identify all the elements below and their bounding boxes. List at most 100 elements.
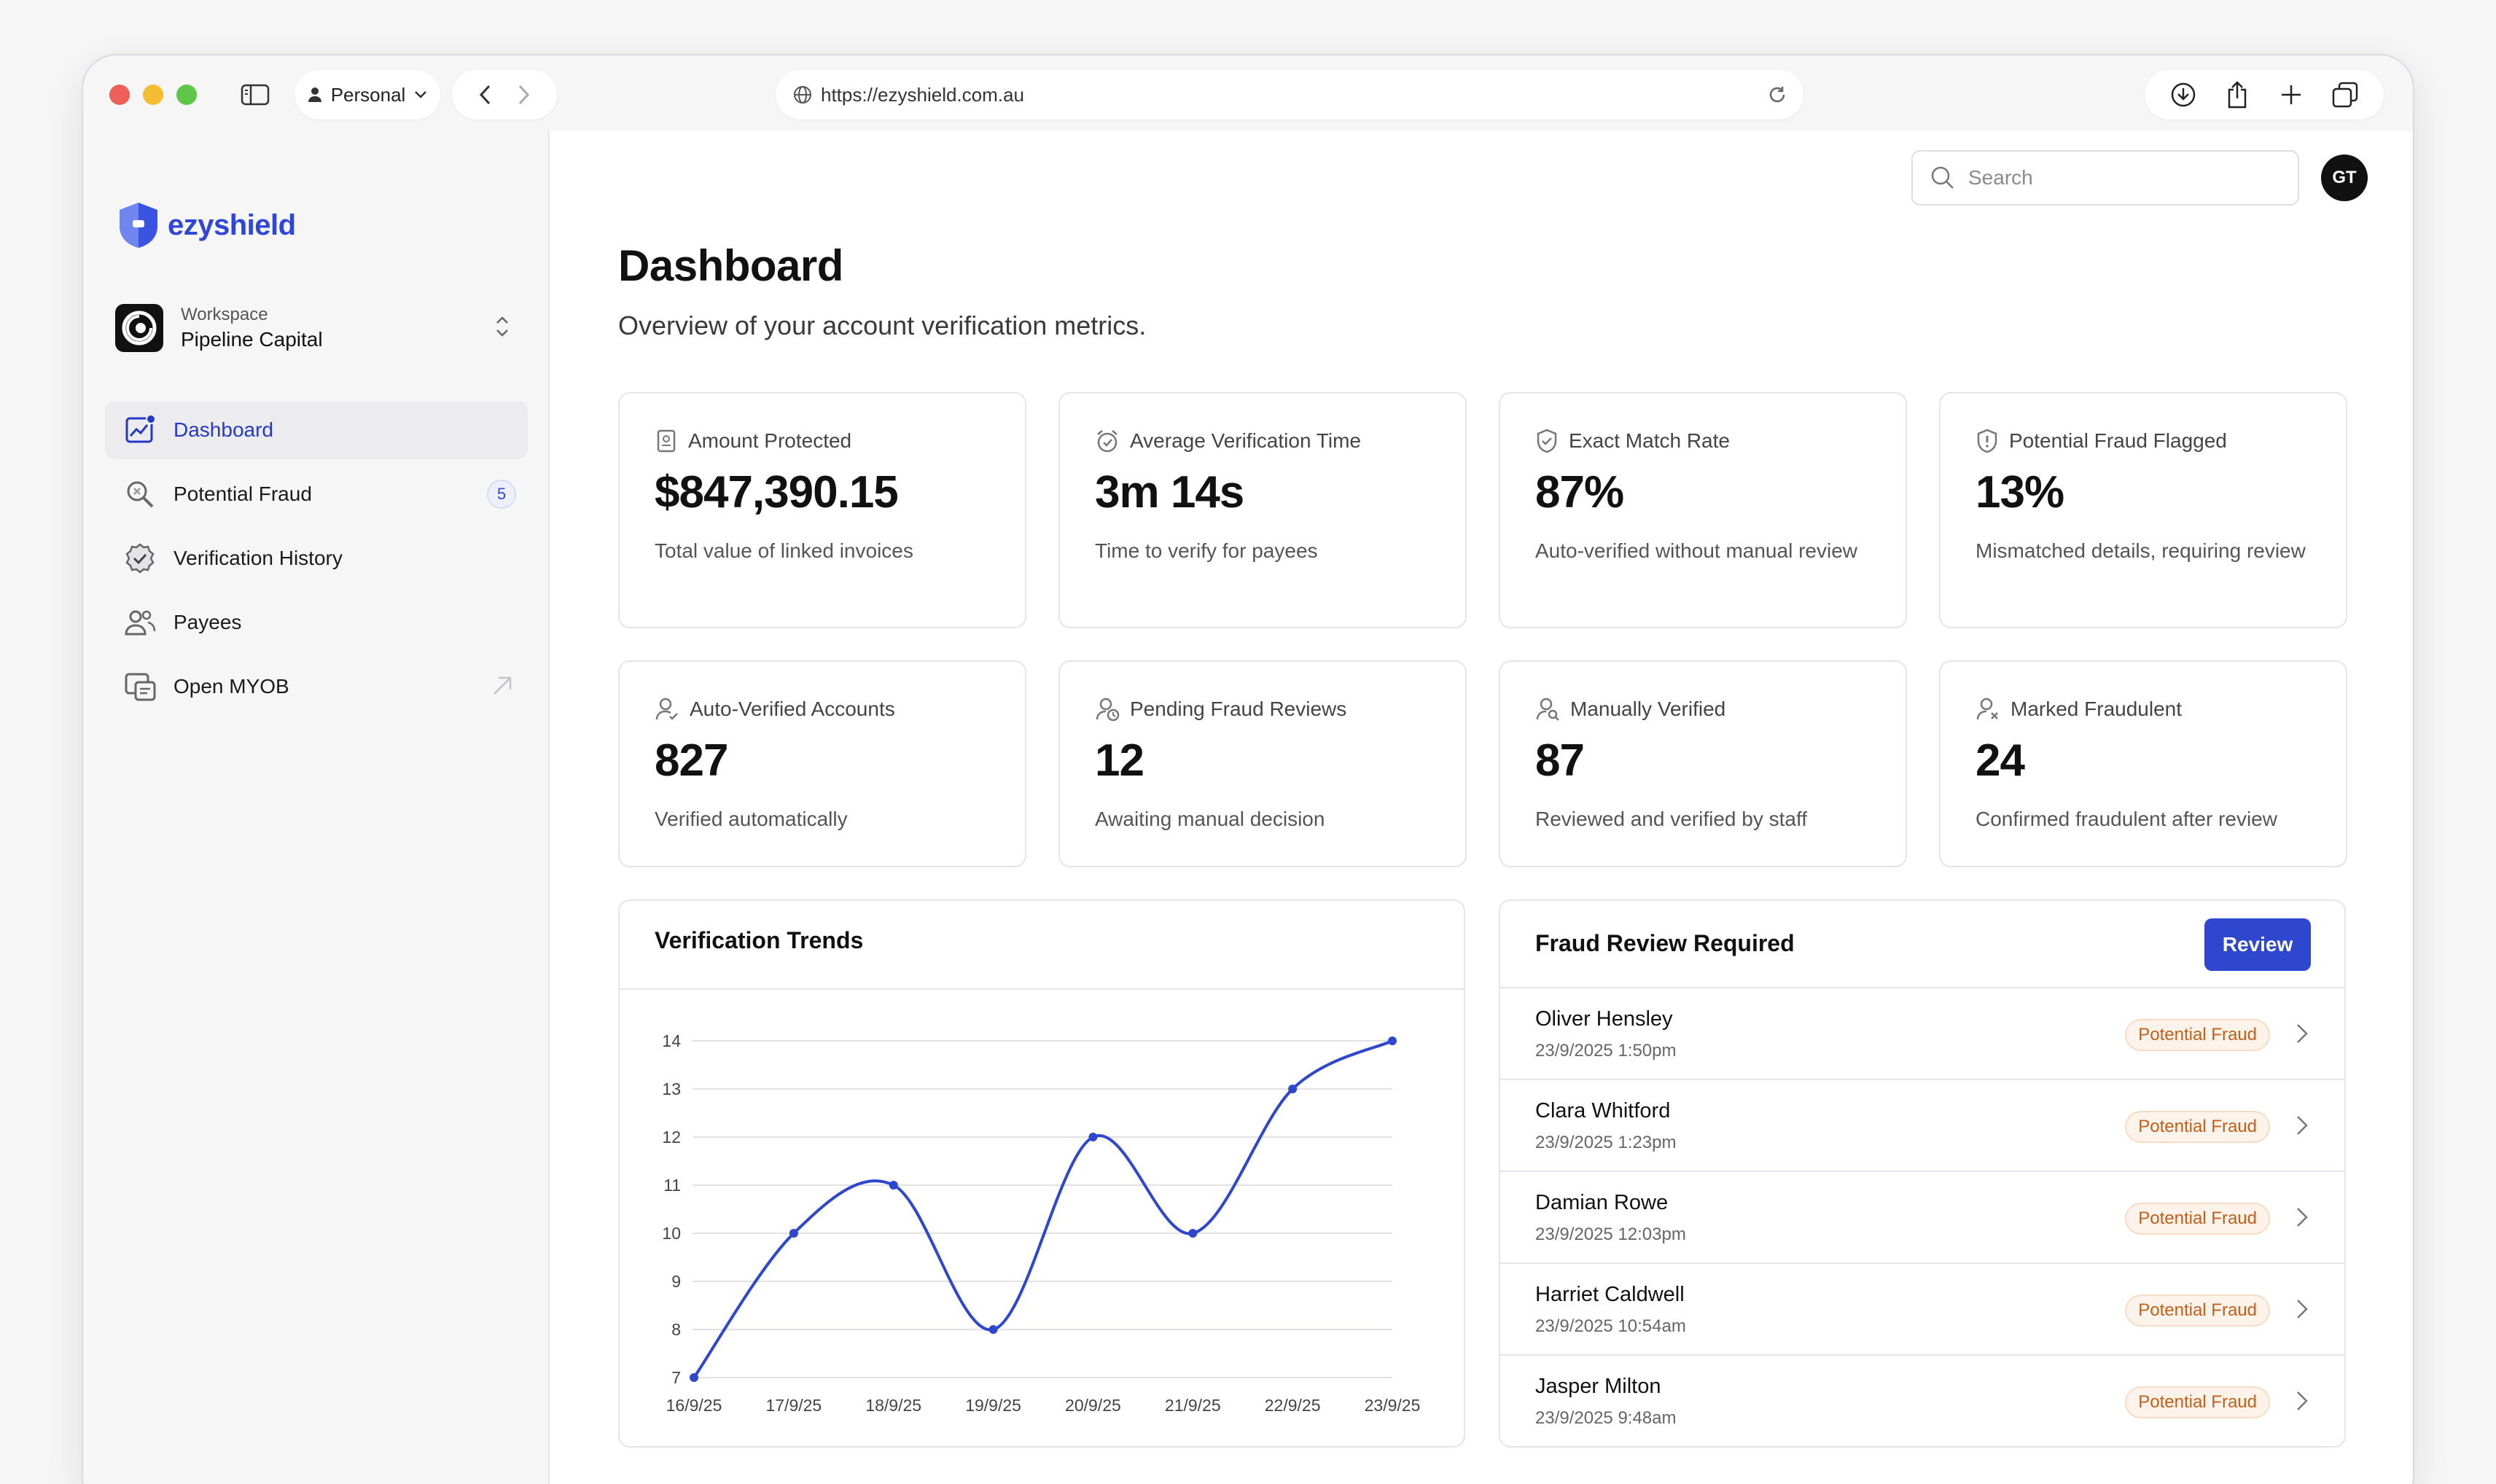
alarm-clock-icon xyxy=(1097,430,1118,453)
stat-label: Marked Fraudulent xyxy=(2011,698,2183,720)
stat-card-manually-verified: Manually Verified 87 Reviewed and verifi… xyxy=(1499,660,1907,867)
stat-description: Confirmed fraudulent after review xyxy=(1976,808,2277,830)
series-line xyxy=(693,1039,1393,1379)
search-field[interactable] xyxy=(1911,150,2299,206)
review-button[interactable]: Review xyxy=(2204,918,2311,971)
chevron-right-icon xyxy=(2297,1208,2308,1227)
data-point xyxy=(690,1373,698,1382)
stat-value: 87% xyxy=(1535,467,1624,518)
sidebar-toggle-button[interactable] xyxy=(226,70,284,120)
data-point xyxy=(1088,1133,1098,1141)
stat-card-pending-fraud-reviews: Pending Fraud Reviews 12 Awaiting manual… xyxy=(1058,660,1467,867)
downloads-icon[interactable] xyxy=(2156,70,2210,120)
sidebar-item-label: Potential Fraud xyxy=(173,483,312,505)
status-badge: Potential Fraud xyxy=(2125,1386,2270,1418)
tab-overview-icon[interactable] xyxy=(2318,70,2372,120)
minimize-window-button[interactable] xyxy=(143,85,163,105)
stat-label: Potential Fraud Flagged xyxy=(2009,429,2227,452)
workspace-name: Pipeline Capital xyxy=(181,328,323,351)
user-x-icon xyxy=(1976,698,1998,720)
chevron-right-icon xyxy=(2297,1300,2308,1319)
x-tick-label: 16/9/25 xyxy=(666,1396,722,1415)
verified-badge-icon xyxy=(122,541,157,576)
close-window-button[interactable] xyxy=(109,85,130,105)
data-point xyxy=(1188,1229,1198,1238)
stat-value: 3m 14s xyxy=(1095,467,1244,518)
search-icon xyxy=(1931,166,1954,189)
y-tick-label: 10 xyxy=(662,1224,681,1243)
search-input[interactable] xyxy=(1968,166,2274,190)
review-timestamp: 23/9/2025 9:48am xyxy=(1535,1408,1677,1428)
y-tick-label: 11 xyxy=(663,1176,681,1195)
workspace-switcher[interactable]: Workspace Pipeline Capital xyxy=(115,299,523,357)
stat-card-marked-fraudulent: Marked Fraudulent 24 Confirmed fraudulen… xyxy=(1939,660,2347,867)
brand-logo[interactable]: ezyshield xyxy=(117,201,296,249)
data-point xyxy=(889,1181,898,1190)
stat-description: Auto-verified without manual review xyxy=(1535,539,1857,562)
fraud-review-row[interactable]: Damian Rowe 23/9/2025 12:03pm Potential … xyxy=(1500,1171,2344,1262)
sidebar-item-potential-fraud[interactable]: Potential Fraud 5 xyxy=(105,465,528,523)
forward-arrow-icon[interactable] xyxy=(518,84,531,106)
x-tick-label: 21/9/25 xyxy=(1165,1396,1221,1415)
fraud-review-row[interactable]: Jasper Milton 23/9/2025 9:48am Potential… xyxy=(1500,1354,2344,1446)
stat-card-exact-match-rate: Exact Match Rate 87% Auto-verified witho… xyxy=(1499,392,1907,628)
y-tick-label: 9 xyxy=(671,1272,681,1291)
status-badge: Potential Fraud xyxy=(2125,1111,2270,1143)
data-point xyxy=(789,1229,798,1238)
address-bar[interactable]: https://ezyshield.com.au xyxy=(776,70,1803,120)
user-pending-icon xyxy=(1096,698,1120,722)
history-nav xyxy=(452,70,557,120)
stat-label: Pending Fraud Reviews xyxy=(1130,698,1347,720)
receipt-icon xyxy=(657,429,676,453)
fraud-review-row[interactable]: Clara Whitford 23/9/2025 1:23pm Potentia… xyxy=(1500,1079,2344,1171)
stat-label: Amount Protected xyxy=(688,429,852,452)
back-arrow-icon[interactable] xyxy=(478,84,491,106)
x-tick-label: 18/9/25 xyxy=(865,1396,921,1415)
sidebar-item-open-myob[interactable]: Open MYOB xyxy=(105,657,528,716)
x-tick-label: 19/9/25 xyxy=(965,1396,1021,1415)
review-timestamp: 23/9/2025 1:50pm xyxy=(1535,1041,1677,1061)
sidebar-nav: Dashboard Potential Fraud 5 Verification… xyxy=(105,401,528,722)
users-icon xyxy=(122,605,157,640)
review-timestamp: 23/9/2025 10:54am xyxy=(1535,1316,1686,1336)
stat-description: Awaiting manual decision xyxy=(1095,808,1325,830)
x-tick-label: 20/9/25 xyxy=(1065,1396,1121,1415)
sidebar-item-dashboard[interactable]: Dashboard xyxy=(105,401,528,459)
x-tick-label: 23/9/25 xyxy=(1365,1396,1421,1415)
status-badge: Potential Fraud xyxy=(2125,1019,2270,1051)
user-avatar[interactable]: GT xyxy=(2321,155,2368,201)
chevron-right-icon xyxy=(2297,1024,2308,1043)
stat-card-auto-verified-accounts: Auto-Verified Accounts 827 Verified auto… xyxy=(618,660,1026,867)
stat-card-potential-fraud-flagged: Potential Fraud Flagged 13% Mismatched d… xyxy=(1939,392,2347,628)
page-title: Dashboard xyxy=(618,241,843,290)
stat-description: Time to verify for payees xyxy=(1095,539,1318,562)
fraud-review-list: Oliver Hensley 23/9/2025 1:50pm Potentia… xyxy=(1500,987,2344,1446)
reload-icon[interactable] xyxy=(1767,85,1787,105)
new-tab-icon[interactable] xyxy=(2264,70,2318,120)
zoom-window-button[interactable] xyxy=(176,85,197,105)
data-point xyxy=(1388,1036,1397,1045)
y-tick-label: 8 xyxy=(671,1320,681,1339)
shield-check-icon xyxy=(1537,429,1557,453)
fraud-review-title: Fraud Review Required xyxy=(1535,930,1795,956)
fraud-review-card: Fraud Review Required Review Oliver Hens… xyxy=(1499,899,2346,1448)
share-icon[interactable] xyxy=(2210,70,2264,120)
chevron-updown-icon xyxy=(496,316,508,337)
stat-description: Verified automatically xyxy=(655,808,848,830)
chart-title: Verification Trends xyxy=(655,927,864,953)
browser-toolbar: Personal https://ezyshield.com.au xyxy=(83,55,2413,131)
shield-alert-icon xyxy=(1977,429,1997,453)
profile-button[interactable]: Personal xyxy=(295,70,440,120)
status-badge: Potential Fraud xyxy=(2125,1203,2270,1235)
review-timestamp: 23/9/2025 1:23pm xyxy=(1535,1133,1677,1152)
sidebar-item-label: Open MYOB xyxy=(173,675,289,698)
sidebar-item-payees[interactable]: Payees xyxy=(105,593,528,652)
profile-label: Personal xyxy=(330,83,406,106)
stat-description: Mismatched details, requiring review xyxy=(1976,539,2306,562)
fraud-review-row[interactable]: Oliver Hensley 23/9/2025 1:50pm Potentia… xyxy=(1500,987,2344,1079)
y-tick-label: 14 xyxy=(662,1031,681,1050)
payee-name: Clara Whitford xyxy=(1535,1099,1671,1122)
verification-trends-chart: 7 8 9 10 11 12 13 14 16/9/25 17/9/25 18/9/25 19/9/2… xyxy=(662,1031,1421,1415)
fraud-review-row[interactable]: Harriet Caldwell 23/9/2025 10:54am Poten… xyxy=(1500,1262,2344,1354)
sidebar-item-verification-history[interactable]: Verification History xyxy=(105,529,528,587)
